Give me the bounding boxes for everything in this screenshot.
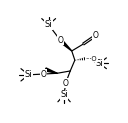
- Text: Si: Si: [96, 59, 103, 68]
- Text: Si: Si: [25, 70, 33, 79]
- Text: ···O: ···O: [86, 56, 97, 62]
- Polygon shape: [59, 39, 72, 51]
- Text: O: O: [40, 69, 46, 79]
- Text: O: O: [93, 31, 99, 40]
- Text: O: O: [57, 36, 63, 45]
- Text: Si: Si: [45, 20, 52, 29]
- Polygon shape: [45, 68, 57, 73]
- Text: Si: Si: [60, 90, 68, 99]
- Text: O: O: [63, 79, 68, 88]
